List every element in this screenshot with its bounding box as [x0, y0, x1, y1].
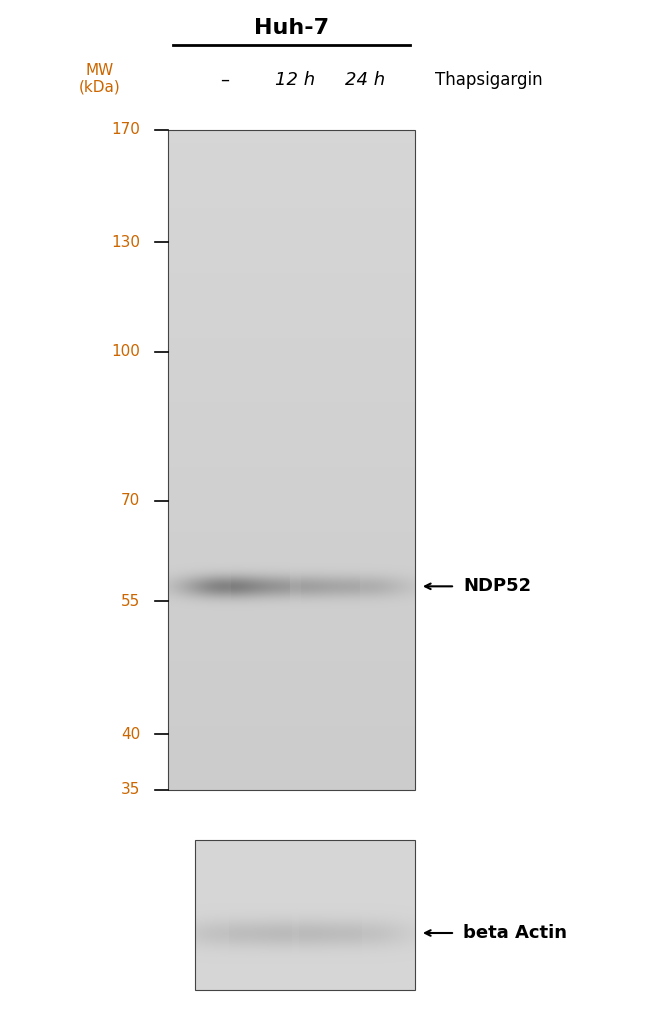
- Text: 24 h: 24 h: [345, 71, 385, 89]
- Text: 70: 70: [121, 493, 140, 508]
- Text: –: –: [220, 71, 229, 89]
- Text: Thapsigargin: Thapsigargin: [435, 71, 543, 89]
- Text: NDP52: NDP52: [463, 577, 531, 595]
- Bar: [168, 130, 415, 790]
- Text: 55: 55: [121, 593, 140, 609]
- Text: Huh-7: Huh-7: [254, 18, 329, 38]
- Text: MW
(kDa): MW (kDa): [79, 62, 121, 95]
- Text: 100: 100: [111, 344, 140, 359]
- Bar: [195, 840, 415, 990]
- Text: 12 h: 12 h: [275, 71, 315, 89]
- Text: 35: 35: [121, 783, 140, 798]
- Text: beta Actin: beta Actin: [463, 924, 567, 942]
- Text: 40: 40: [121, 726, 140, 742]
- Text: 130: 130: [111, 234, 140, 250]
- Text: 170: 170: [111, 123, 140, 137]
